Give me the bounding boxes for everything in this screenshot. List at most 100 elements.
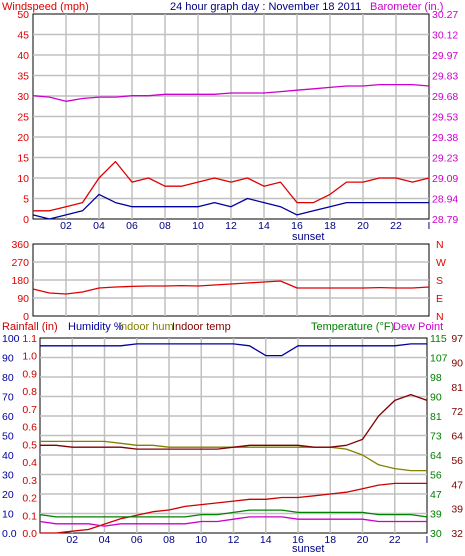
p1-xtick-3: 08	[159, 220, 171, 232]
p3-indoor-tick-6: 47	[451, 479, 463, 491]
panel3-indoor-ticks: 97 90 81 72 64 56 47 39 32	[451, 333, 463, 540]
p3-rain-tick-10: 0.1	[22, 510, 37, 522]
p1-wind-tick-9: 5	[23, 194, 29, 206]
legend-dew-point: Dew Point	[393, 321, 443, 333]
p1-baro-tick-5: 29.53	[432, 112, 458, 124]
p3-rain-tick-6: 0.5	[22, 439, 37, 451]
panel2-degree-ticks: 360 270 180 90 0	[11, 239, 29, 323]
temperature-line	[39, 509, 428, 518]
legend-indoor-hum: Indoor hum	[118, 321, 174, 333]
p2-deg-tick-3: 90	[17, 293, 29, 305]
p1-xtick-4: 10	[192, 220, 204, 232]
p1-wind-tick-4: 30	[17, 91, 29, 103]
p3-xtick-2: 06	[131, 534, 143, 546]
wind-gust-line	[33, 160, 430, 212]
average-wind-line	[32, 193, 429, 220]
barometer-line	[32, 83, 430, 102]
p3-xtick-4: 10	[195, 534, 207, 546]
p3-rain-tick-11: 0.0	[22, 528, 37, 540]
p3-rain-tick-7: 0.4	[22, 457, 37, 469]
p3-hum-tick-10: 0.0	[2, 528, 17, 540]
p1-wind-tick-7: 15	[17, 153, 29, 165]
p3-rain-tick-3: 0.8	[22, 386, 37, 398]
p1-xtick-0: 02	[60, 220, 72, 232]
p1-baro-tick-10: 28.79	[432, 214, 458, 226]
p3-indoor-tick-4: 64	[451, 431, 463, 443]
wind-axis-label: Windspeed (mph)	[2, 1, 89, 13]
p2-deg-tick-1: 270	[11, 257, 29, 269]
p3-indoor-tick-1: 90	[451, 357, 463, 369]
p1-baro-tick-3: 29.83	[432, 71, 458, 83]
p3-hum-tick-5: 50	[2, 431, 14, 443]
p3-temp-tick-3: 90	[430, 392, 442, 404]
p3-rain-tick-8: 0.3	[22, 475, 37, 487]
p1-xtick-2: 06	[126, 220, 138, 232]
p1-xtick-9: 20	[357, 220, 369, 232]
p1-xtick-6: 14	[258, 220, 270, 232]
p3-rain-tick-0: 1.1	[22, 333, 37, 345]
p3-hum-tick-8: 20	[2, 489, 14, 501]
p3-rain-tick-9: 0.2	[22, 493, 37, 505]
p1-wind-tick-10: 0	[23, 214, 29, 226]
p3-temp-tick-10: 30	[430, 528, 442, 540]
p3-temp-tick-5: 73	[430, 431, 442, 443]
p3-xtick-11: I	[426, 534, 429, 546]
p1-wind-tick-0: 50	[17, 9, 29, 21]
p3-hum-tick-6: 40	[2, 450, 14, 462]
p3-hum-tick-7: 30	[2, 470, 14, 482]
p3-indoor-tick-2: 81	[451, 382, 463, 394]
p2-compass-tick-4: N	[436, 311, 444, 323]
p3-xtick-0: 02	[66, 534, 78, 546]
p1-baro-tick-8: 29.09	[432, 173, 458, 185]
dew-point-line	[39, 516, 427, 527]
p3-indoor-tick-0: 97	[451, 333, 463, 345]
p3-rain-tick-1: 1.0	[22, 351, 37, 363]
p3-rain-tick-2: 0.9	[22, 368, 37, 380]
p2-compass-tick-3: E	[436, 293, 443, 305]
p2-deg-tick-2: 180	[11, 275, 29, 287]
panel2-series	[32, 280, 430, 295]
p1-wind-tick-8: 10	[17, 173, 29, 185]
p3-rain-tick-4: 0.7	[22, 404, 37, 416]
panel1-grid	[33, 14, 429, 219]
p1-baro-tick-1: 30.12	[432, 30, 458, 42]
p3-hum-tick-9: 10	[2, 509, 14, 521]
p3-indoor-tick-7: 39	[451, 504, 463, 516]
p3-indoor-tick-5: 56	[451, 455, 463, 467]
p3-temp-tick-7: 56	[430, 470, 442, 482]
p3-indoor-tick-3: 72	[451, 406, 463, 418]
p1-xtick-7: 16	[291, 220, 303, 232]
sunset-marker-label: sunset	[292, 231, 324, 243]
p1-wind-tick-1: 45	[17, 30, 29, 42]
legend-rainfall: Rainfall (in)	[2, 321, 58, 333]
p1-baro-tick-0: 30.27	[432, 9, 458, 21]
p2-deg-tick-4: 0	[23, 311, 29, 323]
panel2-grid	[33, 244, 429, 316]
p3-temp-tick-1: 107	[430, 353, 448, 365]
p3-hum-tick-1: 90	[2, 353, 14, 365]
panel3-temp-ticks: 115 107 98 90 81 73 64 56 47 39 30	[430, 333, 448, 540]
p3-xtick-5: 12	[228, 534, 240, 546]
p1-baro-tick-4: 29.68	[432, 91, 458, 103]
p3-xtick-8: 18	[324, 534, 336, 546]
panel1-series	[32, 83, 430, 220]
panel-temp-humidity: Rainfall (in) Humidity % Indoor hum Indo…	[2, 321, 463, 555]
p3-xtick-9: 20	[357, 534, 369, 546]
p3-temp-tick-6: 64	[430, 450, 442, 462]
p3-temp-tick-4: 81	[430, 411, 442, 423]
p3-xtick-6: 14	[260, 534, 272, 546]
p1-wind-tick-2: 40	[17, 50, 29, 62]
legend-indoor-temp: Indoor temp	[172, 321, 231, 333]
p3-temp-tick-2: 98	[430, 372, 442, 384]
p2-compass-tick-0: N	[436, 239, 444, 251]
p3-hum-tick-2: 80	[2, 372, 14, 384]
rainfall-line	[40, 482, 427, 534]
wind-direction-line	[32, 280, 430, 295]
p1-xtick-11: I	[428, 220, 431, 232]
panel3-humidity-ticks: 100 90 80 70 60 50 40 30 20 10 0.0	[2, 333, 20, 540]
panel3-series	[39, 343, 428, 534]
legend-humidity: Humidity %	[68, 321, 124, 333]
